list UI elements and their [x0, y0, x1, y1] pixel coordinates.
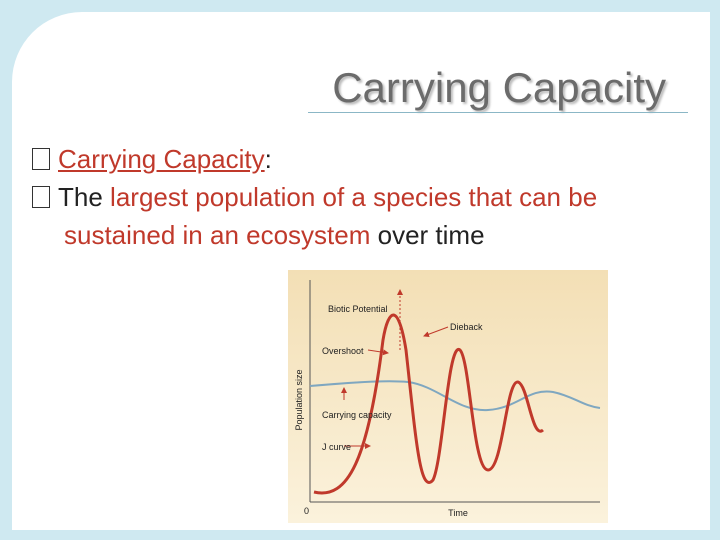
figure: Biotic Potential Dieback Overshoot Carry…	[288, 270, 608, 523]
definition: largest population of a species that can…	[64, 182, 598, 250]
suffix: :	[264, 144, 272, 174]
slide-title: Carrying Capacity	[332, 64, 666, 111]
origin-label: 0	[304, 506, 309, 516]
term: Carrying Capacity	[58, 144, 265, 174]
slide: Carrying Capacity Carrying Capacity: The…	[12, 12, 710, 530]
x-axis-label: Time	[448, 508, 468, 518]
population-curve	[313, 313, 545, 495]
y-axis-label: Population size	[294, 369, 304, 430]
label: J curve	[322, 442, 351, 452]
bullet: Carrying Capacity:	[32, 140, 272, 178]
bullet-box	[32, 148, 50, 170]
title-rule	[308, 112, 688, 113]
bullet: The largest population of a species that…	[32, 178, 664, 254]
capacity-line	[309, 380, 601, 412]
label: Overshoot	[322, 346, 364, 356]
label: Biotic Potential	[328, 304, 388, 314]
label: Dieback	[450, 322, 483, 332]
tail: over time	[377, 220, 485, 250]
lead: The	[58, 182, 103, 212]
arrow	[423, 326, 449, 338]
label: Carrying capacity	[322, 410, 392, 420]
bullet-box	[32, 186, 50, 208]
arrow	[367, 349, 389, 356]
